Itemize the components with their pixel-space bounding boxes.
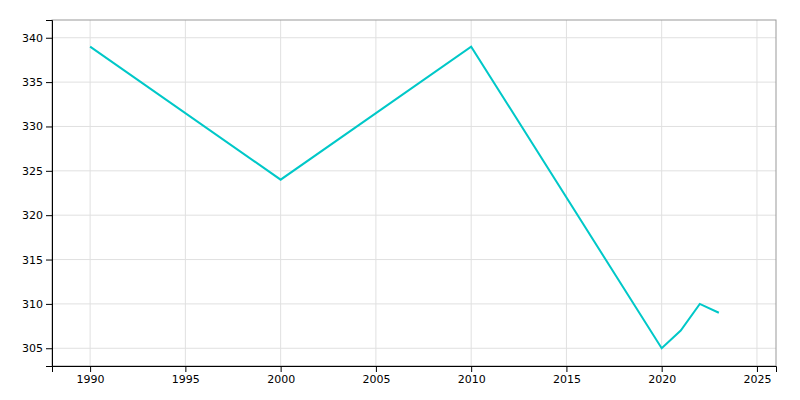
tick-label: 1990 — [77, 373, 105, 386]
tick-label: 2005 — [362, 373, 390, 386]
tick-label: 340 — [22, 32, 43, 45]
plot-frame — [52, 20, 776, 366]
tick-label: 325 — [22, 165, 43, 178]
grid-line-y — [52, 37, 776, 38]
tick: 340 — [22, 32, 52, 45]
tick: 2000 — [267, 366, 295, 386]
axis-line — [53, 367, 777, 373]
tick-mark — [376, 366, 377, 372]
tick: 310 — [22, 298, 52, 311]
grid — [52, 20, 776, 366]
tick-label: 1995 — [172, 373, 200, 386]
tick-label: 2015 — [553, 373, 581, 386]
y-axis: 305 310 315 320 325 330 335 340 — [22, 21, 53, 367]
tick-mark — [662, 366, 663, 372]
grid-line-y — [52, 348, 776, 349]
tick: 2010 — [458, 366, 486, 386]
grid-line-x — [566, 20, 567, 366]
tick-mark — [90, 366, 91, 372]
tick: 315 — [22, 254, 52, 267]
tick-mark — [185, 366, 186, 372]
tick: 2025 — [743, 366, 771, 386]
tick: 2020 — [648, 366, 676, 386]
chart: 1990 1995 2000 2005 2010 2015 2020 2025 305 310 31… — [0, 0, 800, 400]
tick-mark — [46, 215, 52, 216]
plot-area: 1990 1995 2000 2005 2010 2015 2020 2025 305 310 31… — [22, 20, 777, 386]
grid-line-y — [52, 126, 776, 127]
tick: 320 — [22, 209, 52, 222]
grid-line-x — [756, 20, 757, 366]
tick-mark — [46, 38, 52, 39]
tick: 330 — [22, 120, 52, 133]
tick-mark — [757, 366, 758, 372]
tick: 2005 — [362, 366, 390, 386]
tick: 325 — [22, 165, 52, 178]
tick-mark — [46, 260, 52, 261]
tick-mark — [46, 171, 52, 172]
tick-label: 2025 — [743, 373, 771, 386]
x-axis: 1990 1995 2000 2005 2010 2015 2020 2025 — [53, 366, 777, 386]
grid-line-y — [52, 170, 776, 171]
grid-line-x — [661, 20, 662, 366]
grid-line-x — [471, 20, 472, 366]
grid-line-x — [90, 20, 91, 366]
tick-label: 320 — [22, 209, 43, 222]
grid-line-x — [375, 20, 376, 366]
tick-label: 2010 — [458, 373, 486, 386]
tick-mark — [46, 126, 52, 127]
tick-label: 315 — [22, 254, 43, 267]
line — [90, 47, 719, 349]
tick: 1990 — [77, 366, 105, 386]
tick-label: 330 — [22, 120, 43, 133]
grid-line-x — [185, 20, 186, 366]
tick: 335 — [22, 76, 52, 89]
tick-label: 335 — [22, 76, 43, 89]
series — [90, 47, 719, 349]
grid-line-y — [52, 215, 776, 216]
tick-label: 305 — [22, 342, 43, 355]
tick-label: 2000 — [267, 373, 295, 386]
tick: 1995 — [172, 366, 200, 386]
tick-mark — [46, 82, 52, 83]
tick: 305 — [22, 342, 52, 355]
tick-mark — [46, 348, 52, 349]
tick-label: 310 — [22, 298, 43, 311]
axis-line — [46, 21, 53, 367]
grid-line-y — [52, 259, 776, 260]
grid-line-y — [52, 82, 776, 83]
tick-label: 2020 — [648, 373, 676, 386]
tick-mark — [566, 366, 567, 372]
tick-mark — [46, 304, 52, 305]
grid-line-y — [52, 303, 776, 304]
tick-mark — [471, 366, 472, 372]
tick-mark — [281, 366, 282, 372]
grid-line-x — [280, 20, 281, 366]
tick: 2015 — [553, 366, 581, 386]
